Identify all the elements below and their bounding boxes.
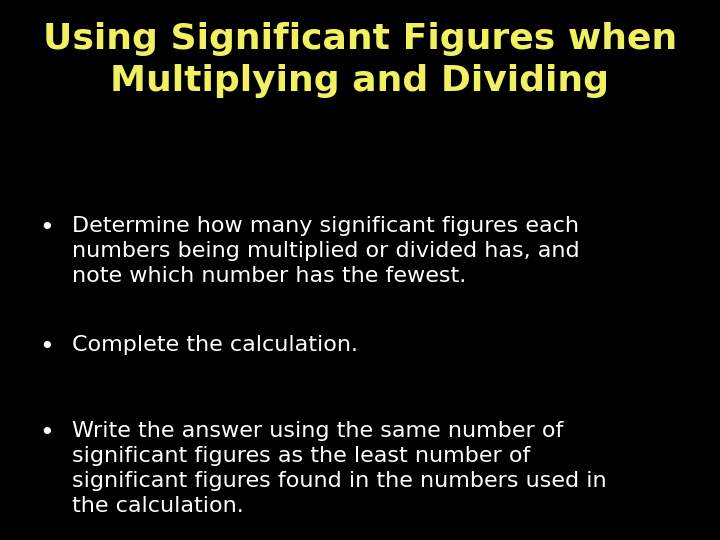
Text: Using Significant Figures when
Multiplying and Dividing: Using Significant Figures when Multiplyi…: [43, 22, 677, 98]
Text: •: •: [40, 216, 54, 240]
Text: •: •: [40, 335, 54, 359]
Text: Complete the calculation.: Complete the calculation.: [72, 335, 358, 355]
Text: Write the answer using the same number of
significant figures as the least numbe: Write the answer using the same number o…: [72, 421, 607, 516]
Text: Determine how many significant figures each
numbers being multiplied or divided : Determine how many significant figures e…: [72, 216, 580, 286]
Text: •: •: [40, 421, 54, 445]
